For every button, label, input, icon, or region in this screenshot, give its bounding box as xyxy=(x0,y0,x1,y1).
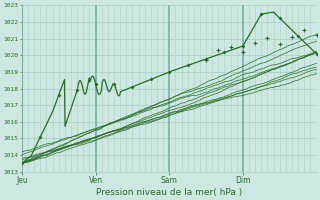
X-axis label: Pression niveau de la mer( hPa ): Pression niveau de la mer( hPa ) xyxy=(96,188,242,197)
